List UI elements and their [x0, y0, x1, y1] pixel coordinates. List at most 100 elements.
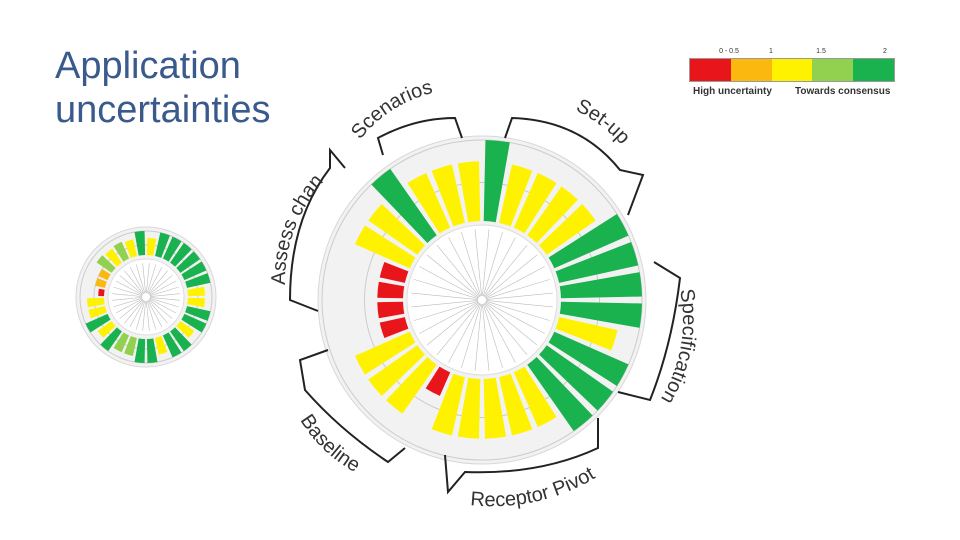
small-wheel-segment-26	[98, 269, 111, 281]
large-wheel-spoke-30	[461, 231, 482, 297]
large-wheel-spoke-24	[411, 292, 479, 300]
large-wheel-segment-18	[425, 366, 451, 396]
title-line-1: Application	[55, 45, 241, 87]
large-wheel-segment-13	[513, 366, 557, 428]
large-wheel-spoke-4	[484, 254, 538, 298]
small-wheel-grid-ring-1	[79, 230, 213, 364]
large-wheel-spoke-2	[483, 237, 516, 297]
large-wheel-spoke-29	[448, 237, 481, 297]
title-line-2: uncertainties	[55, 89, 271, 131]
large-wheel-spoke-22	[413, 300, 479, 321]
small-wheel-segment-29	[113, 241, 130, 262]
sector-label-receptor-pivot: Receptor Pivot	[470, 463, 599, 512]
large-wheel-segment-8	[559, 301, 642, 328]
large-wheel-spoke-8	[485, 300, 553, 308]
large-wheel-segment-19	[386, 357, 437, 414]
small-wheel-segment-12	[170, 327, 192, 352]
large-wheel-segment-10	[548, 331, 629, 386]
small-wheel-segment-25	[95, 278, 107, 288]
small-wheel-segment-18	[113, 332, 130, 353]
large-wheel-spoke-14	[482, 303, 503, 369]
small-wheel-spoke-9	[149, 297, 179, 308]
legend-swatch-yellow	[771, 59, 813, 81]
large-wheel-hub	[406, 224, 558, 376]
legend-tick-1: 1	[769, 48, 773, 55]
large-wheel-spoke-13	[483, 303, 516, 363]
large-wheel-segment-4	[539, 204, 596, 255]
small-wheel-spoke-4	[148, 275, 173, 295]
small-wheel-spoke-21	[115, 298, 143, 314]
large-wheel-spoke-23	[411, 300, 479, 308]
large-wheel-segment-21	[354, 331, 416, 375]
bracket-specification	[617, 261, 682, 402]
small-wheel-spoke-22	[113, 297, 143, 308]
small-wheel-segment-31	[134, 231, 146, 256]
large-wheel-segment-3	[527, 186, 578, 243]
large-wheel-spoke-15	[482, 303, 490, 371]
small-wheel-spoke-27	[119, 275, 144, 295]
small-wheel-segment-13	[162, 332, 182, 358]
small-wheel-grid-ring-0	[93, 244, 199, 350]
legend-tick-0: 0 - 0.5	[719, 48, 739, 55]
large-wheel-segment-28	[371, 168, 437, 243]
small-wheel-spoke-7	[149, 293, 180, 297]
small-wheel-segment-16	[134, 338, 146, 363]
small-wheel-spoke-8	[149, 297, 180, 301]
small-wheel-segment-22	[88, 306, 107, 319]
small-wheel-spoke-13	[147, 300, 163, 328]
small-wheel-segment-10	[181, 313, 207, 333]
small-wheel	[75, 226, 217, 368]
small-wheel-segment-27	[96, 255, 116, 273]
legend-left-label: High uncertainty	[693, 86, 772, 97]
small-wheel-segment-2	[162, 236, 182, 262]
bracket-baseline	[298, 349, 406, 464]
small-wheel-spoke-12	[148, 299, 168, 324]
legend-swatch-lightgreen	[812, 59, 854, 81]
legend-swatch-red	[690, 59, 731, 81]
bracket-setup	[504, 116, 645, 216]
uncertainty-legend: 0 - 0.5 1 1.5 2 High uncertainty Towards…	[689, 48, 895, 100]
large-wheel-spoke-19	[436, 302, 480, 356]
large-wheel-segment-31	[457, 161, 481, 223]
sector-label-setup: Set-up	[573, 95, 635, 149]
small-wheel-spoke-24	[112, 293, 143, 297]
large-wheel-grid-ring-1	[321, 139, 643, 461]
small-wheel-spoke-23	[112, 297, 143, 301]
large-wheel-segment-20	[368, 345, 425, 396]
small-wheel-spoke-0	[146, 263, 150, 294]
legend-tick-3: 2	[883, 48, 887, 55]
small-wheel-segment-6	[185, 273, 211, 288]
small-wheel-segment-9	[185, 306, 211, 321]
sector-brackets	[288, 116, 682, 495]
sector-label-specification: Specification	[656, 287, 700, 407]
small-wheel-segment-14	[155, 336, 168, 355]
small-wheel-segment-19	[100, 327, 122, 352]
small-wheel-spoke-18	[129, 300, 145, 328]
large-wheel-segment-26	[354, 225, 416, 269]
small-wheel-spoke-19	[124, 299, 144, 324]
small-wheel-spoke-16	[142, 300, 146, 331]
small-wheel-spoke-15	[146, 300, 150, 331]
small-wheel-segment-8	[187, 297, 205, 308]
small-wheel-spoke-30	[135, 264, 146, 294]
large-wheel-segment-9	[555, 317, 618, 351]
small-wheel-spoke-25	[113, 286, 143, 297]
large-wheel-segment-25	[379, 262, 409, 283]
large-wheel-segment-30	[431, 164, 465, 227]
large-wheel-segment-22	[379, 317, 409, 338]
small-wheel-segment-15	[146, 338, 158, 363]
large-wheel-segment-14	[499, 373, 533, 436]
large-wheel-spoke-17	[461, 303, 482, 369]
large-wheel-spoke-9	[485, 300, 551, 321]
large-wheel-spoke-31	[474, 229, 482, 297]
sector-label-scenarios: Scenarios	[347, 76, 435, 143]
large-wheel-segment-16	[457, 377, 481, 439]
legend-swatch-green	[853, 59, 894, 81]
small-wheel-spoke-5	[149, 280, 177, 296]
small-wheel-segment-4	[176, 251, 201, 273]
small-wheel-spoke-26	[115, 280, 143, 296]
small-wheel-spoke-20	[119, 299, 144, 319]
small-wheel-spoke-10	[149, 298, 177, 314]
large-wheel-segment-11	[539, 345, 614, 411]
large-wheel-spoke-12	[484, 302, 528, 356]
